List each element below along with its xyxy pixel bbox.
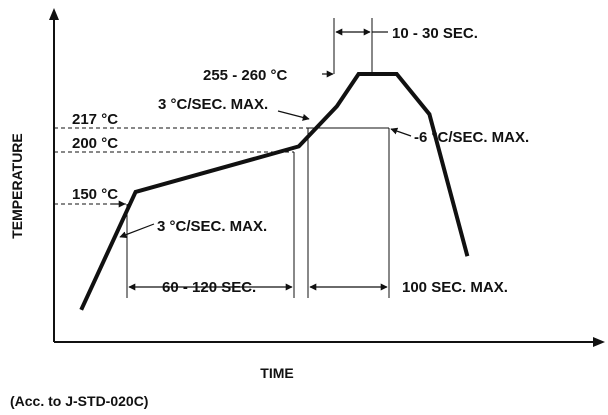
label-ramp-down: -6 °C/SEC. MAX. (414, 129, 529, 146)
source-note: (Acc. to J-STD-020C) (10, 393, 148, 409)
label-preheat-time: 60 - 120 SEC. (162, 279, 256, 296)
ramp-up-2-leader-arrow (119, 223, 155, 239)
label-200: 200 °C (72, 135, 118, 152)
label-ramp-up-2: 3 °C/SEC. MAX. (157, 218, 267, 235)
label-peak-temp: 255 - 260 °C (203, 67, 288, 84)
x-axis-label: TIME (260, 365, 293, 381)
label-217: 217 °C (72, 111, 118, 128)
y-axis-label: TEMPERATURE (9, 133, 25, 239)
label-peak-time: 10 - 30 SEC. (392, 25, 478, 42)
ramp-up-leader-arrow (277, 110, 310, 121)
label-150: 150 °C (72, 186, 118, 203)
x-axis-arrow-icon (593, 337, 605, 347)
y-axis-arrow-icon (49, 8, 59, 20)
label-liquidus-time: 100 SEC. MAX. (402, 279, 508, 296)
ramp-down-leader-arrow (390, 127, 412, 137)
label-ramp-up: 3 °C/SEC. MAX. (158, 96, 268, 113)
profile-line (79, 72, 470, 311)
